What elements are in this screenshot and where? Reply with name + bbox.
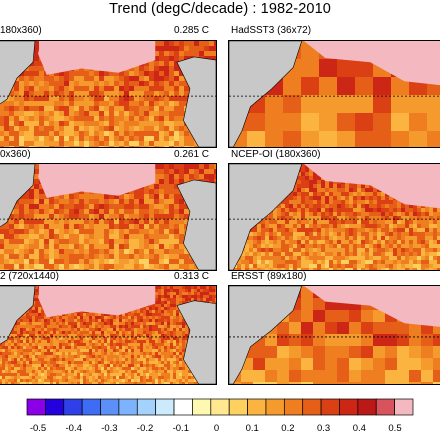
land-mask [0, 164, 216, 270]
colorbar-box [320, 398, 340, 416]
colorbar-tick-label: -0.3 [101, 423, 118, 434]
colorbar-box [136, 398, 157, 416]
land-mask [0, 41, 216, 147]
panel-label-mid-right: NCEP-OI (180x360) [231, 149, 321, 160]
map-panel-mid-left [0, 163, 217, 271]
land-mask [229, 286, 303, 384]
colorbar-tick-label: -0.1 [172, 423, 189, 434]
colorbar-tick-label: 0.5 [388, 423, 402, 434]
colorbar-box [26, 398, 46, 416]
colorbar-tick-label: 0.1 [245, 423, 259, 434]
panel-value-bottom-left: 0.313 C [174, 271, 210, 282]
colorbar-tick-label: -0.4 [65, 423, 82, 434]
map-field [229, 286, 440, 384]
panel-label-top-left: 180x360) [0, 25, 42, 36]
land-mask [229, 164, 303, 270]
colorbar-box [283, 398, 304, 416]
ice-region [38, 286, 156, 318]
colorbar-box [155, 398, 175, 416]
colorbar-box [100, 398, 120, 416]
ice-region [38, 164, 156, 198]
colorbar-tick-label: -0.5 [29, 423, 47, 434]
colorbar-box [265, 398, 285, 416]
colorbar-box [81, 398, 101, 416]
colorbar-box [173, 398, 193, 416]
panel-label-bottom-left: 2 (720x1440) [0, 271, 59, 282]
ice-region [303, 41, 440, 86]
map-field [229, 41, 440, 147]
colorbar-tick-label: 0.3 [316, 423, 331, 434]
panel-value-top-left: 0.285 C [174, 25, 210, 36]
map-field [229, 164, 440, 270]
panel-label-mid-left: 0x360) [0, 149, 31, 160]
colorbar-box [302, 398, 322, 416]
map-panel-bottom-left [0, 285, 217, 385]
colorbar-box [375, 398, 395, 416]
panel-label-top-right: HadSST3 (36x72) [231, 25, 312, 36]
colorbar-box [339, 398, 359, 416]
map-panel-top-left [0, 40, 217, 148]
colorbar-tick-label: -0.2 [136, 423, 154, 434]
colorbar-tick-label: 0.2 [281, 423, 295, 434]
colorbar-tick-label: 0 [213, 423, 220, 434]
colorbar-tick-label: 0.4 [352, 423, 366, 434]
ice-region [38, 41, 156, 75]
panel-label-bottom-right: ERSST (89x180) [231, 271, 307, 282]
panel-value-mid-left: 0.261 C [174, 149, 210, 160]
colorbar-box [45, 398, 65, 416]
land-mask [229, 41, 303, 147]
chart-title: Trend (degC/decade) : 1982-2010 [109, 1, 331, 17]
map-panel-mid-right [228, 163, 440, 271]
colorbar-box [63, 398, 83, 416]
colorbar-box [228, 398, 248, 416]
colorbar-box [118, 398, 138, 416]
colorbar-box [210, 398, 230, 416]
map-panel-top-right [228, 40, 440, 148]
colorbar-box [357, 398, 377, 416]
map-field [0, 286, 216, 384]
map-field [0, 164, 216, 270]
land-mask [0, 286, 216, 384]
colorbar-box [247, 398, 267, 416]
ice-region [303, 286, 440, 327]
ice-region [303, 164, 440, 209]
colorbar-box [192, 398, 212, 416]
colorbar-box [394, 398, 414, 416]
map-field [0, 41, 216, 147]
map-panel-bottom-right [228, 285, 440, 385]
